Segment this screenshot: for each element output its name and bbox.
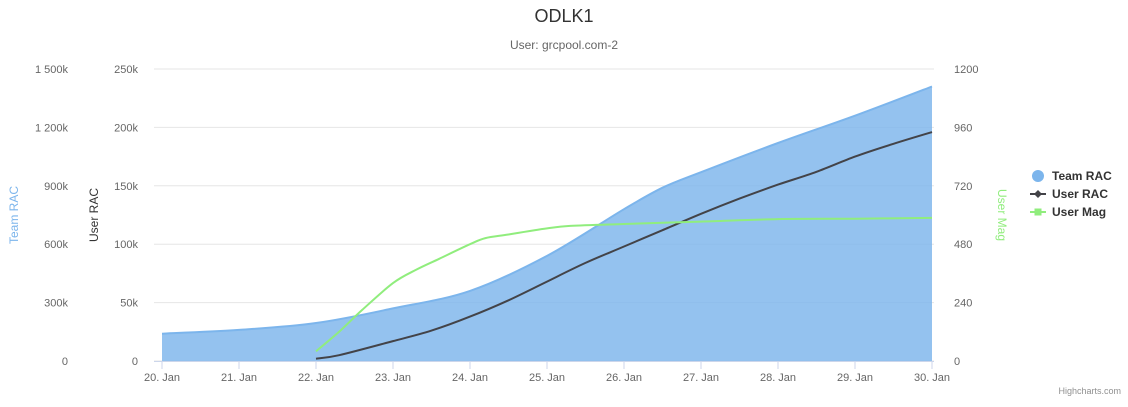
mag-axis-tick-label: 720 [954, 181, 972, 193]
user-rac-line[interactable] [315, 131, 933, 360]
team-axis-tick-label: 1 500k [35, 64, 69, 76]
mag-axis-tick-label: 240 [954, 298, 972, 310]
axes: 0 300k 600k 900k 1 200k 1 500k Team RAC 0 50k 100… [7, 64, 1009, 384]
mag-axis-tick-label: 960 [954, 122, 972, 134]
legend-marker [1034, 190, 1042, 198]
mag-axis-tick-label: 480 [954, 239, 972, 251]
x-axis-tick-label: 21. Jan [221, 372, 257, 384]
user-axis-title: User RAC [87, 188, 101, 242]
legend-item-user-mag[interactable]: User Mag [1030, 205, 1106, 219]
user-axis-tick-label: 150k [114, 181, 138, 193]
credits[interactable]: Highcharts.com [1058, 386, 1121, 396]
team-axis-tick-label: 300k [44, 298, 68, 310]
user-axis-tick-label: 100k [114, 239, 138, 251]
x-axis-tick-label: 29. Jan [837, 372, 873, 384]
user-axis-tick-label: 250k [114, 64, 138, 76]
legend-marker [1034, 208, 1042, 216]
x-axis-tick-label: 28. Jan [760, 372, 796, 384]
legend-item-user-rac[interactable]: User RAC [1030, 187, 1108, 201]
x-axis-tick-label: 23. Jan [375, 372, 411, 384]
team-axis-tick-label: 0 [62, 356, 68, 368]
x-axis-tick-label: 27. Jan [683, 372, 719, 384]
legend-label: Team RAC [1052, 169, 1112, 183]
x-axis-tick-label: 26. Jan [606, 372, 642, 384]
user-axis-tick-label: 50k [120, 298, 138, 310]
plot-area [161, 85, 933, 362]
user-mag-line[interactable] [315, 216, 933, 353]
mag-axis-tick-label: 0 [954, 356, 960, 368]
x-axis-tick-label: 22. Jan [298, 372, 334, 384]
team-axis-title: Team RAC [7, 186, 21, 244]
mag-axis-title: User Mag [995, 189, 1009, 241]
mag-axis-tick-label: 1200 [954, 64, 978, 76]
team-axis-tick-label: 900k [44, 181, 68, 193]
legend: Team RAC User RAC User Mag [1030, 169, 1112, 219]
user-axis-tick-label: 0 [132, 356, 138, 368]
legend-label: User Mag [1052, 205, 1106, 219]
legend-label: User RAC [1052, 187, 1108, 201]
legend-item-team-rac[interactable]: Team RAC [1032, 169, 1112, 183]
chart-title: ODLK1 [534, 6, 593, 26]
x-axis-tick-label: 30. Jan [914, 372, 950, 384]
x-axis-tick-label: 24. Jan [452, 372, 488, 384]
chart-subtitle: User: grcpool.com-2 [510, 38, 618, 52]
team-rac-line[interactable] [161, 85, 933, 335]
x-axis-tick-label: 25. Jan [529, 372, 565, 384]
legend-symbol [1032, 170, 1044, 182]
user-axis-tick-label: 200k [114, 122, 138, 134]
team-axis-tick-label: 600k [44, 239, 68, 251]
x-axis-tick-label: 20. Jan [144, 372, 180, 384]
team-rac-area[interactable] [162, 86, 932, 362]
team-axis-tick-label: 1 200k [35, 122, 69, 134]
